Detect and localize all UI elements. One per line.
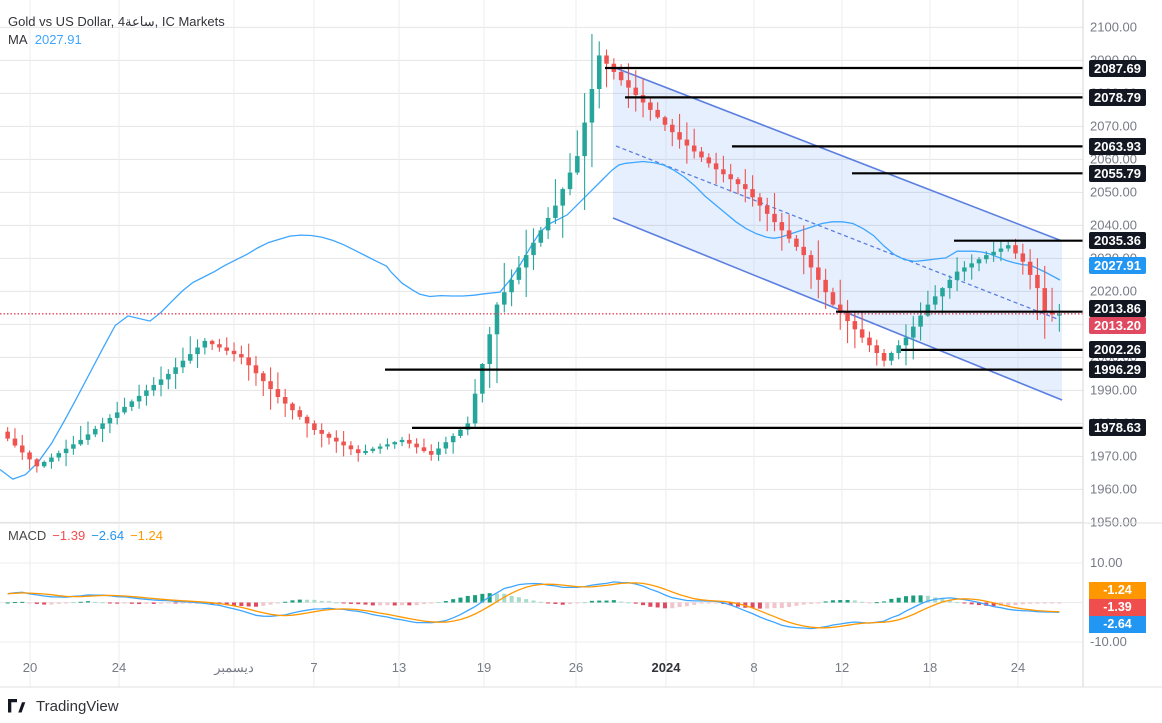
svg-text:19: 19 — [477, 660, 491, 675]
svg-text:24: 24 — [112, 660, 126, 675]
svg-text:13: 13 — [392, 660, 406, 675]
svg-text:1950.00: 1950.00 — [1090, 514, 1137, 529]
svg-text:2100.00: 2100.00 — [1090, 19, 1137, 34]
svg-text:1960.00: 1960.00 — [1090, 481, 1137, 496]
svg-text:12: 12 — [835, 660, 849, 675]
svg-text:18: 18 — [923, 660, 937, 675]
svg-text:2070.00: 2070.00 — [1090, 118, 1137, 133]
svg-text:24: 24 — [1011, 660, 1025, 675]
svg-text:20: 20 — [23, 660, 37, 675]
svg-text:2040.00: 2040.00 — [1090, 217, 1137, 232]
svg-text:2024: 2024 — [652, 660, 682, 675]
svg-text:ديسمبر: ديسمبر — [213, 660, 254, 676]
svg-text:7: 7 — [310, 660, 317, 675]
svg-text:10.00: 10.00 — [1090, 555, 1123, 570]
svg-text:2050.00: 2050.00 — [1090, 184, 1137, 199]
svg-text:8: 8 — [750, 660, 757, 675]
svg-text:26: 26 — [569, 660, 583, 675]
svg-text:1970.00: 1970.00 — [1090, 448, 1137, 463]
svg-text:2020.00: 2020.00 — [1090, 283, 1137, 298]
svg-text:1990.00: 1990.00 — [1090, 382, 1137, 397]
svg-text:-10.00: -10.00 — [1090, 634, 1127, 649]
